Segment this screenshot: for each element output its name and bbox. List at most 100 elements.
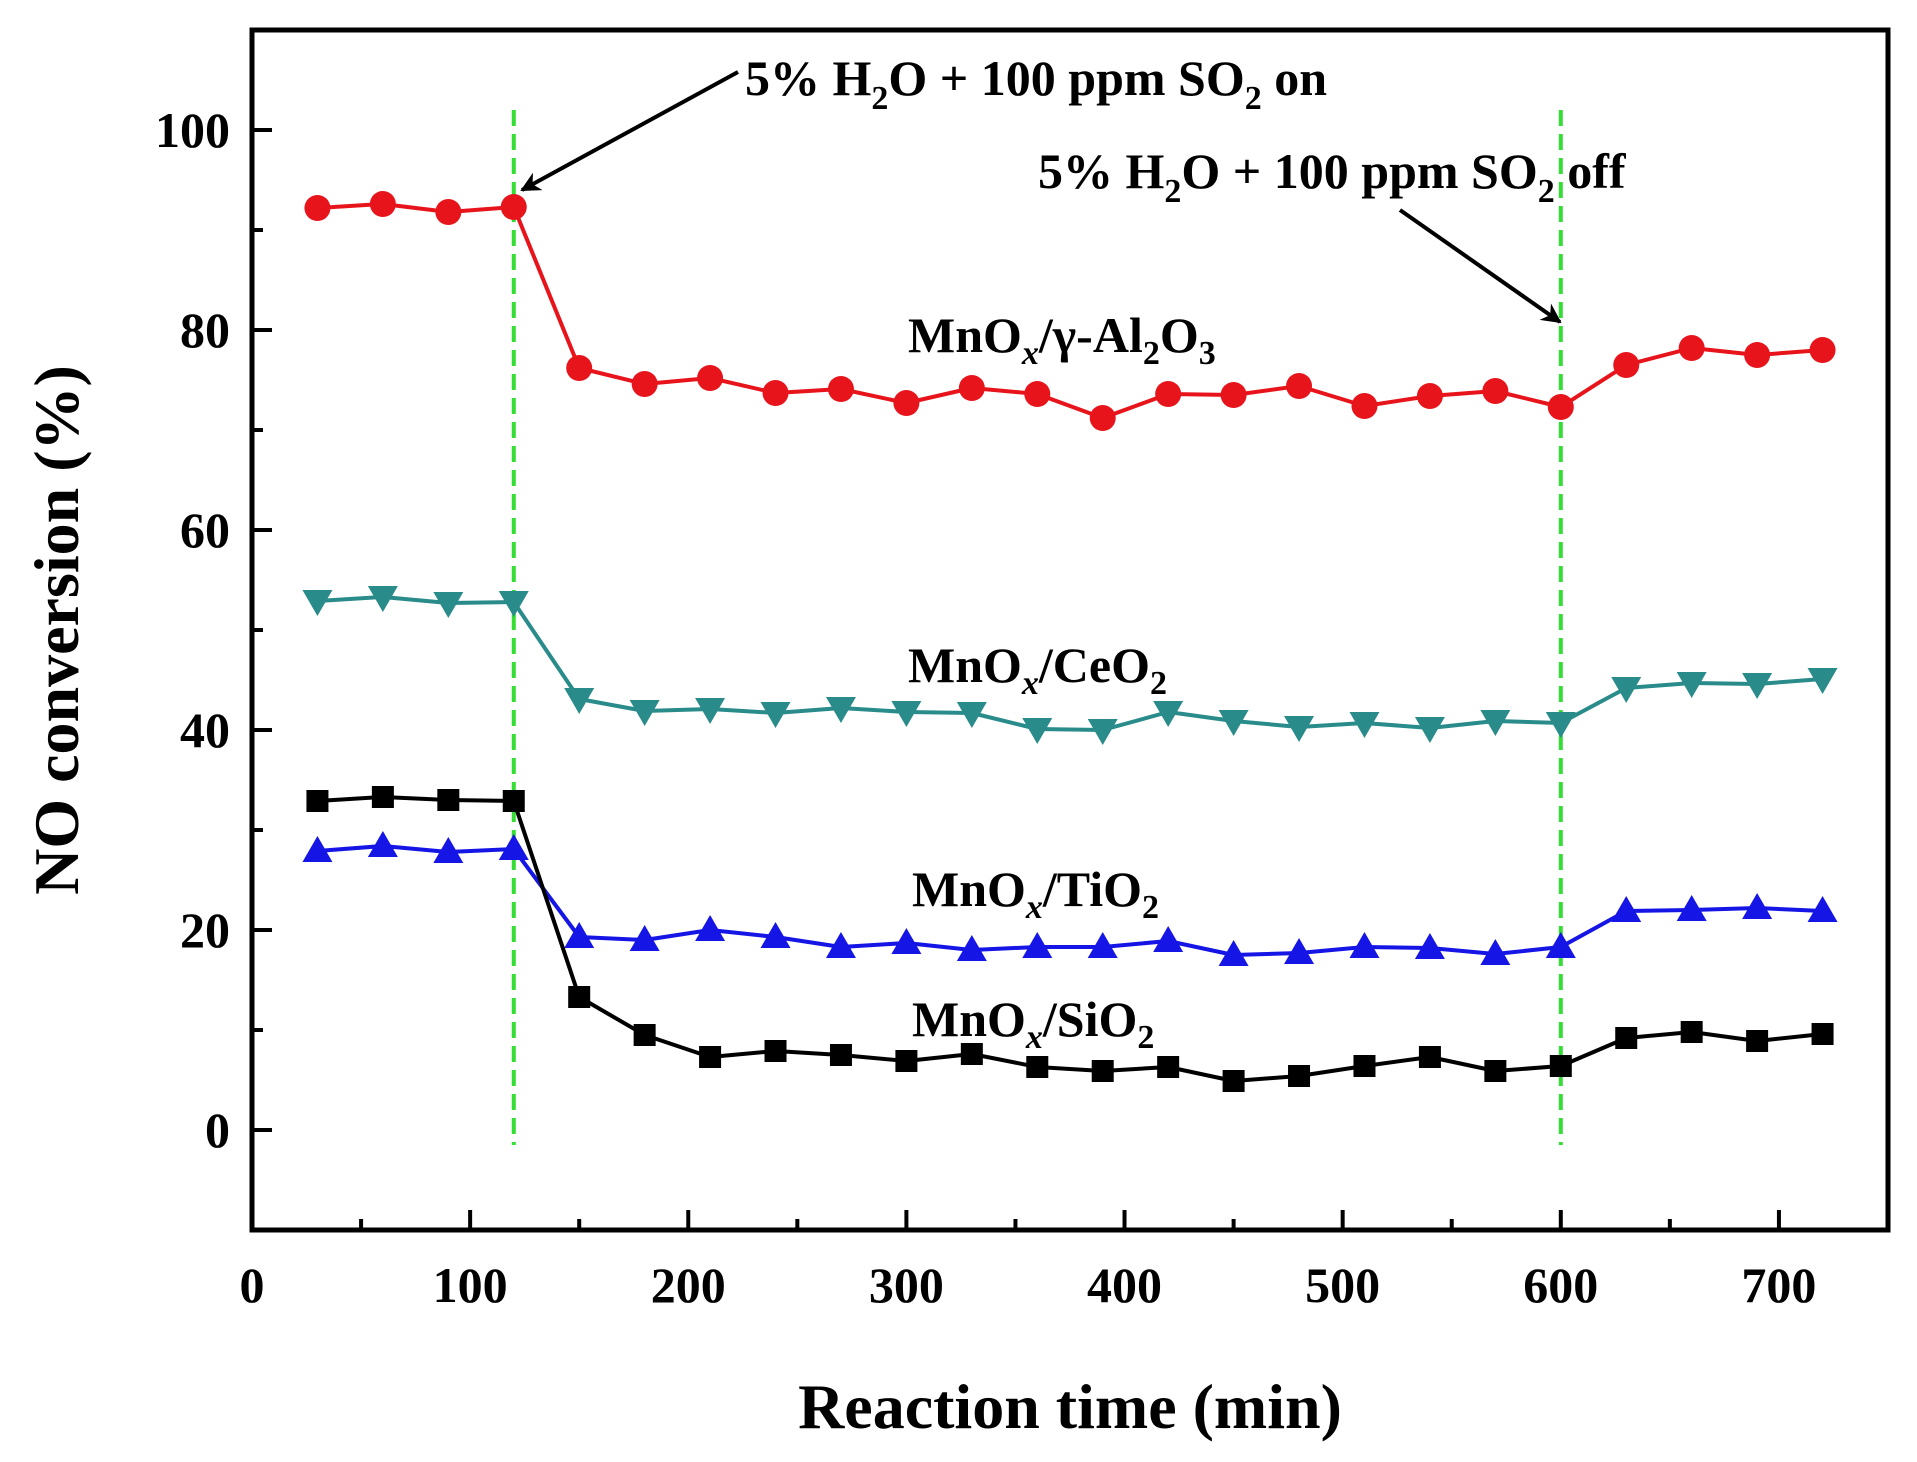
- x-tick-label: 700: [1741, 1257, 1816, 1313]
- data-point: [891, 701, 922, 727]
- data-point: [1218, 710, 1249, 736]
- data-point: [1484, 1060, 1507, 1082]
- data-point: [568, 986, 591, 1008]
- x-tick-label: 400: [1087, 1257, 1162, 1313]
- data-point: [825, 697, 856, 723]
- data-point: [1087, 719, 1118, 745]
- data-point: [1742, 673, 1773, 699]
- x-tick-label: 100: [433, 1257, 508, 1313]
- data-point: [1480, 710, 1511, 736]
- data-point: [1414, 933, 1445, 959]
- annotation-arrow-on: [520, 70, 739, 192]
- data-point: [502, 790, 525, 812]
- data-point: [306, 790, 329, 812]
- data-point: [1742, 893, 1773, 919]
- annotation-gas-off: 5% H2O + 100 ppm SO2 off: [1038, 143, 1627, 210]
- data-point: [367, 586, 398, 612]
- data-point: [1022, 718, 1053, 744]
- data-point: [435, 199, 462, 225]
- data-point: [1349, 712, 1380, 738]
- data-point: [697, 365, 724, 391]
- x-tick-label: 0: [240, 1257, 265, 1313]
- y-tick-label: 0: [205, 1102, 230, 1158]
- series-1: [302, 586, 1838, 745]
- data-point: [1807, 668, 1838, 694]
- data-point: [1615, 1027, 1638, 1049]
- annotation-arrow-off: [1398, 208, 1562, 324]
- data-point: [433, 837, 464, 863]
- data-point: [1809, 337, 1836, 363]
- data-point: [302, 836, 333, 862]
- data-point: [1024, 381, 1051, 407]
- data-point: [1218, 940, 1249, 966]
- data-point: [1611, 896, 1642, 922]
- annotation-gas-on: 5% H2O + 100 ppm SO2 on: [745, 50, 1327, 117]
- data-point: [829, 1044, 852, 1066]
- vertical-guide-lines: [511, 110, 1563, 1145]
- data-point: [631, 371, 658, 397]
- data-point: [960, 1043, 983, 1065]
- x-axis-title: Reaction time (min): [798, 1371, 1342, 1442]
- data-point: [437, 789, 460, 811]
- data-point: [629, 700, 660, 726]
- data-point: [498, 591, 529, 617]
- data-point: [1220, 382, 1247, 408]
- data-point: [1288, 1065, 1311, 1087]
- x-tick-label: 500: [1305, 1257, 1380, 1313]
- axis-ticks: 0 100 200 300 400 500 600 700 0 20 40 60 80 100: [155, 28, 1816, 1313]
- x-tick-label: 600: [1523, 1257, 1598, 1313]
- series-2: [302, 831, 1838, 966]
- data-point: [1545, 932, 1576, 958]
- data-point: [1811, 1023, 1834, 1045]
- x-tick-label: 300: [869, 1257, 944, 1313]
- data-point: [1416, 383, 1443, 409]
- data-point: [956, 702, 987, 728]
- data-point: [1746, 1030, 1769, 1052]
- data-point: [1549, 1055, 1572, 1077]
- data-point: [1091, 1060, 1114, 1082]
- series-layer: [302, 191, 1838, 1092]
- data-point: [895, 1050, 918, 1072]
- data-point: [760, 702, 791, 728]
- data-point: [764, 1040, 787, 1062]
- data-point: [1155, 381, 1182, 407]
- data-point: [1545, 712, 1576, 738]
- data-point: [1680, 1021, 1703, 1043]
- y-tick-label: 80: [180, 302, 230, 358]
- data-point: [302, 590, 333, 616]
- series-3: [306, 786, 1834, 1092]
- y-tick-label: 40: [180, 702, 230, 758]
- y-tick-label: 20: [180, 902, 230, 958]
- data-point: [1611, 677, 1642, 703]
- label-silica: MnOx/SiO2: [912, 991, 1154, 1056]
- data-point: [1807, 896, 1838, 922]
- data-point: [304, 195, 331, 221]
- data-point: [1153, 926, 1184, 952]
- data-point: [1222, 1070, 1245, 1092]
- data-point: [566, 355, 593, 381]
- data-point: [1480, 939, 1511, 965]
- data-point: [1744, 342, 1771, 368]
- label-titania: MnOx/TiO2: [912, 861, 1159, 926]
- data-point: [1087, 932, 1118, 958]
- series-0: [304, 191, 1836, 431]
- data-point: [893, 390, 920, 416]
- data-point: [891, 928, 922, 954]
- data-point: [371, 786, 394, 808]
- data-point: [695, 698, 726, 724]
- data-point: [1676, 895, 1707, 921]
- data-point: [695, 915, 726, 941]
- data-point: [564, 688, 595, 714]
- data-point: [825, 932, 856, 958]
- y-tick-label: 100: [155, 102, 230, 158]
- y-axis-title: NO conversion (%): [21, 365, 92, 895]
- data-point: [1547, 394, 1574, 420]
- data-point: [367, 831, 398, 857]
- data-point: [1414, 717, 1445, 743]
- data-point: [1351, 393, 1378, 419]
- data-point: [1157, 1056, 1180, 1078]
- data-point: [1418, 1046, 1441, 1068]
- data-point: [564, 922, 595, 948]
- data-point: [1678, 335, 1705, 361]
- data-point: [1613, 352, 1640, 378]
